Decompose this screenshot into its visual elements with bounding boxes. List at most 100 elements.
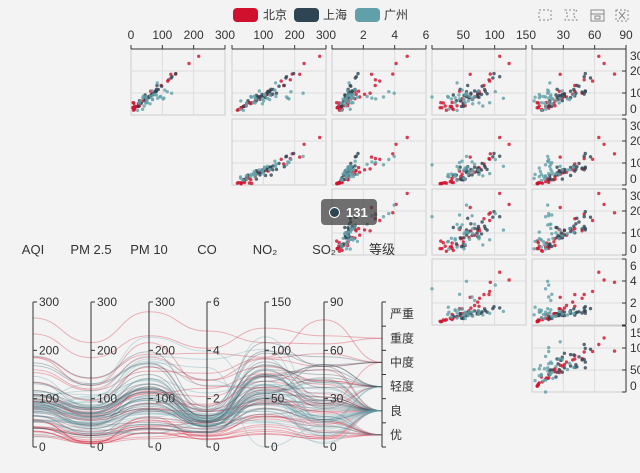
scatter-point: [353, 159, 357, 163]
legend-item-guangzhou[interactable]: 广州: [355, 8, 408, 22]
scatter-point: [351, 167, 356, 172]
scatter-point: [378, 218, 382, 223]
scatter-point: [450, 246, 454, 251]
scatter-point: [539, 172, 544, 177]
axis-tick-label: 100: [155, 392, 175, 406]
scatter-point: [463, 310, 467, 314]
axis-category-label: 中度: [390, 354, 414, 369]
scatter-point: [532, 176, 536, 181]
scatter-point: [547, 295, 551, 299]
axis-tick-label: 0: [97, 440, 104, 454]
scatter-point: [488, 311, 492, 315]
scatter-point: [355, 239, 360, 244]
scatter-point: [565, 168, 570, 172]
y-tick-label: 100: [630, 341, 640, 355]
scatter-point: [273, 159, 277, 163]
legend-item-beijing[interactable]: 北京: [233, 8, 287, 22]
scatter-point: [480, 220, 484, 224]
scatter-point: [282, 83, 286, 88]
scatter-point: [142, 104, 146, 108]
scatter-point: [560, 234, 564, 238]
scatter-point: [554, 231, 558, 235]
scatter-point: [472, 162, 477, 166]
scatter-point: [150, 97, 154, 101]
scatter-point: [471, 169, 475, 174]
scatter-point: [580, 90, 584, 94]
scatter-matrix: 0100200300100200300246501001503060900100…: [128, 28, 640, 394]
scatter-point: [378, 157, 382, 161]
scatter-point: [254, 97, 258, 101]
scatter-point: [542, 101, 547, 105]
scatter-point: [572, 93, 576, 97]
scatter-point: [349, 97, 353, 102]
scatter-point: [580, 296, 584, 300]
scatter-point: [488, 72, 492, 76]
scatter-point: [612, 152, 617, 156]
scatter-point: [537, 166, 541, 170]
scatter-point: [583, 366, 587, 370]
scatter-point: [471, 314, 475, 318]
x-tick-label: 200: [285, 28, 305, 42]
scatter-point: [539, 316, 544, 320]
scatter-point: [365, 162, 369, 166]
scatter-point: [464, 279, 469, 283]
scatter-point: [354, 154, 358, 158]
scatter-point: [498, 154, 502, 158]
scatter-point: [481, 174, 485, 178]
scatter-point: [349, 161, 353, 166]
scatter-point: [353, 88, 357, 92]
keep-selection-icon[interactable]: [590, 9, 605, 22]
scatter-point: [462, 236, 466, 240]
parallel-axis: AQI 0 100 200 300: [22, 242, 60, 454]
scatter-point: [447, 247, 451, 251]
scatter-point: [344, 97, 348, 101]
scatter-point: [479, 232, 484, 236]
scatter-point: [155, 81, 159, 85]
scatter-point: [493, 211, 497, 216]
scatter-point: [546, 154, 550, 159]
x-tick-label: 60: [588, 28, 602, 42]
scatter-point: [535, 106, 539, 110]
scatter-point: [550, 102, 554, 106]
x-tick-label: 30: [557, 28, 571, 42]
scatter-point: [498, 215, 502, 219]
scatter-point: [597, 270, 601, 274]
y-tick-label: 300: [630, 49, 640, 63]
y-tick-label: 100: [630, 86, 640, 100]
scatter-point: [345, 240, 349, 244]
scatter-point: [343, 102, 347, 106]
scatter-point: [455, 81, 459, 85]
scatter-point: [284, 95, 289, 99]
scatter-point: [590, 218, 595, 223]
scatter-point: [370, 160, 374, 164]
axis-title: 等级: [369, 242, 395, 257]
scatter-point: [476, 89, 481, 93]
scatter-point: [480, 84, 484, 88]
scatter-point: [612, 280, 617, 284]
scatter-point: [341, 97, 345, 101]
scatter-point: [535, 101, 539, 105]
axis-tick-label: 300: [97, 295, 117, 309]
axis-tick-label: 200: [155, 343, 175, 357]
scatter-point: [555, 87, 559, 92]
scatter-point: [451, 93, 455, 97]
scatter-point: [549, 226, 553, 231]
scatter-point: [438, 246, 442, 251]
scatter-point: [547, 90, 551, 94]
axis-tick-label: 2: [213, 392, 220, 406]
lasso-select-icon[interactable]: [564, 9, 579, 21]
axis-tick-label: 4: [213, 343, 220, 357]
axis-title: AQI: [22, 242, 44, 257]
clear-selection-icon[interactable]: [615, 9, 629, 22]
scatter-point: [582, 154, 586, 158]
rect-select-icon[interactable]: [538, 9, 552, 21]
scatter-point: [268, 93, 272, 97]
scatter-point: [553, 243, 557, 248]
scatter-point: [560, 99, 564, 103]
scatter-point: [339, 104, 343, 109]
scatter-point: [558, 228, 562, 232]
scatter-point: [485, 92, 489, 96]
scatter-point: [318, 135, 322, 140]
scatter-point: [582, 350, 586, 354]
legend-item-shanghai[interactable]: 上海: [294, 7, 347, 22]
